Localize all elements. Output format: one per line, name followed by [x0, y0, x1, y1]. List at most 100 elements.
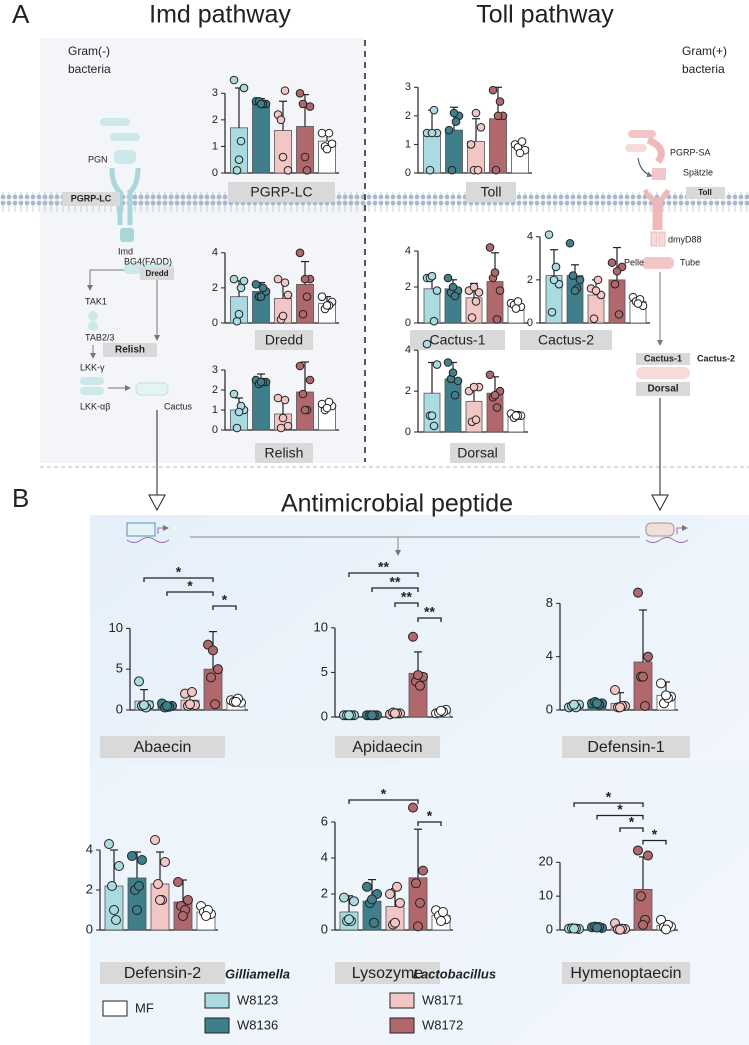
data-point: [150, 835, 160, 845]
legend-label: W8123: [237, 992, 278, 1007]
gene-icon: [676, 525, 688, 534]
data-point: [390, 708, 400, 719]
data-point: [495, 97, 505, 106]
data-point: [473, 165, 483, 175]
data-point: [229, 389, 239, 399]
data-point: [127, 851, 137, 861]
data-point: [298, 99, 308, 109]
diagram-label: PGRP-LC: [71, 193, 112, 203]
data-point: [239, 276, 249, 286]
data-point: [436, 916, 446, 926]
data-point: [451, 117, 461, 126]
data-point: [107, 881, 117, 891]
legend-swatch: [102, 1000, 128, 1017]
data-point: [450, 291, 460, 301]
data-point: [610, 279, 620, 289]
data-point: [298, 309, 308, 319]
y-tick-label: 0: [405, 426, 411, 438]
label-box: [466, 182, 516, 202]
label-box: [255, 443, 313, 463]
y-tick-label: 4: [321, 849, 328, 864]
data-point: [476, 122, 486, 132]
data-point: [234, 155, 244, 165]
diagram-label: Pelle: [624, 257, 644, 267]
data-point: [134, 676, 144, 687]
data-point: [408, 631, 418, 642]
chart-title: Defensin-1: [587, 739, 664, 756]
pgn-shape: [100, 118, 130, 126]
significance-bracket: [394, 602, 419, 607]
diagram-label: Relish: [115, 345, 145, 356]
chart-title: Apidaecin: [352, 739, 422, 756]
diagram-label: Dredd: [145, 269, 168, 278]
data-point: [432, 360, 442, 369]
data-point: [592, 922, 602, 933]
data-point: [390, 917, 400, 928]
protein: [650, 231, 658, 247]
data-point: [256, 377, 266, 387]
data-point: [302, 292, 312, 301]
data-point: [427, 271, 437, 281]
data-point: [300, 274, 310, 284]
label-box: [228, 182, 335, 202]
data-point: [234, 309, 244, 319]
legend-swatch: [389, 992, 415, 1009]
data-point: [273, 393, 283, 403]
chart-title: PGRP-LC: [250, 184, 312, 200]
data-point: [408, 802, 418, 813]
diagram-label: TAK1: [85, 296, 107, 306]
protein: [88, 311, 98, 321]
data-point: [162, 700, 172, 711]
data-point: [322, 403, 332, 413]
legend-swatch: [204, 1017, 230, 1034]
data-point: [173, 877, 183, 887]
diagram-label: PGN: [88, 154, 108, 164]
data-point: [178, 911, 188, 921]
data-point: [661, 924, 671, 935]
data-point: [511, 304, 521, 313]
y-tick-label: 3: [405, 81, 411, 93]
y-tick-label: 4: [546, 648, 553, 663]
data-point: [488, 85, 498, 95]
significance-label: *: [381, 786, 387, 802]
diagram-label: TAB2/3: [85, 332, 114, 342]
data-point: [258, 283, 268, 293]
significance-label: **: [378, 559, 389, 575]
diagram-label: Tube: [680, 257, 700, 267]
data-point: [317, 292, 327, 301]
diagram-label: Cactus: [164, 401, 193, 411]
data-point: [429, 316, 439, 326]
data-point: [517, 137, 527, 146]
gene-icon: [645, 537, 689, 543]
data-point: [438, 907, 448, 917]
y-tick-label: 4: [405, 344, 411, 356]
panel-bg: [40, 38, 365, 463]
data-point: [395, 898, 405, 908]
y-tick-label: 6: [321, 813, 328, 828]
data-point: [485, 370, 495, 380]
data-point: [607, 258, 617, 267]
significance-label: *: [187, 578, 193, 594]
diagram-label: BG4(FADD): [124, 256, 172, 266]
data-point: [493, 111, 503, 121]
data-point: [231, 696, 241, 707]
diagram-label: Dorsal: [647, 384, 678, 395]
significance-bracket: [619, 827, 644, 832]
label-box: [686, 187, 725, 199]
data-point: [575, 275, 585, 285]
data-point: [511, 411, 521, 420]
data-point: [495, 286, 505, 295]
receptor: [642, 188, 671, 230]
data-point: [569, 923, 579, 934]
data-point: [322, 301, 332, 310]
data-point: [633, 299, 643, 308]
data-point: [300, 405, 310, 415]
data-point: [515, 148, 525, 158]
label-box: [100, 962, 225, 984]
legend-label: W8172: [422, 1017, 463, 1032]
protein: [658, 231, 666, 247]
arrow-head: [148, 494, 166, 512]
protein: [80, 377, 104, 385]
chart-title: Cactus-2: [538, 332, 594, 348]
